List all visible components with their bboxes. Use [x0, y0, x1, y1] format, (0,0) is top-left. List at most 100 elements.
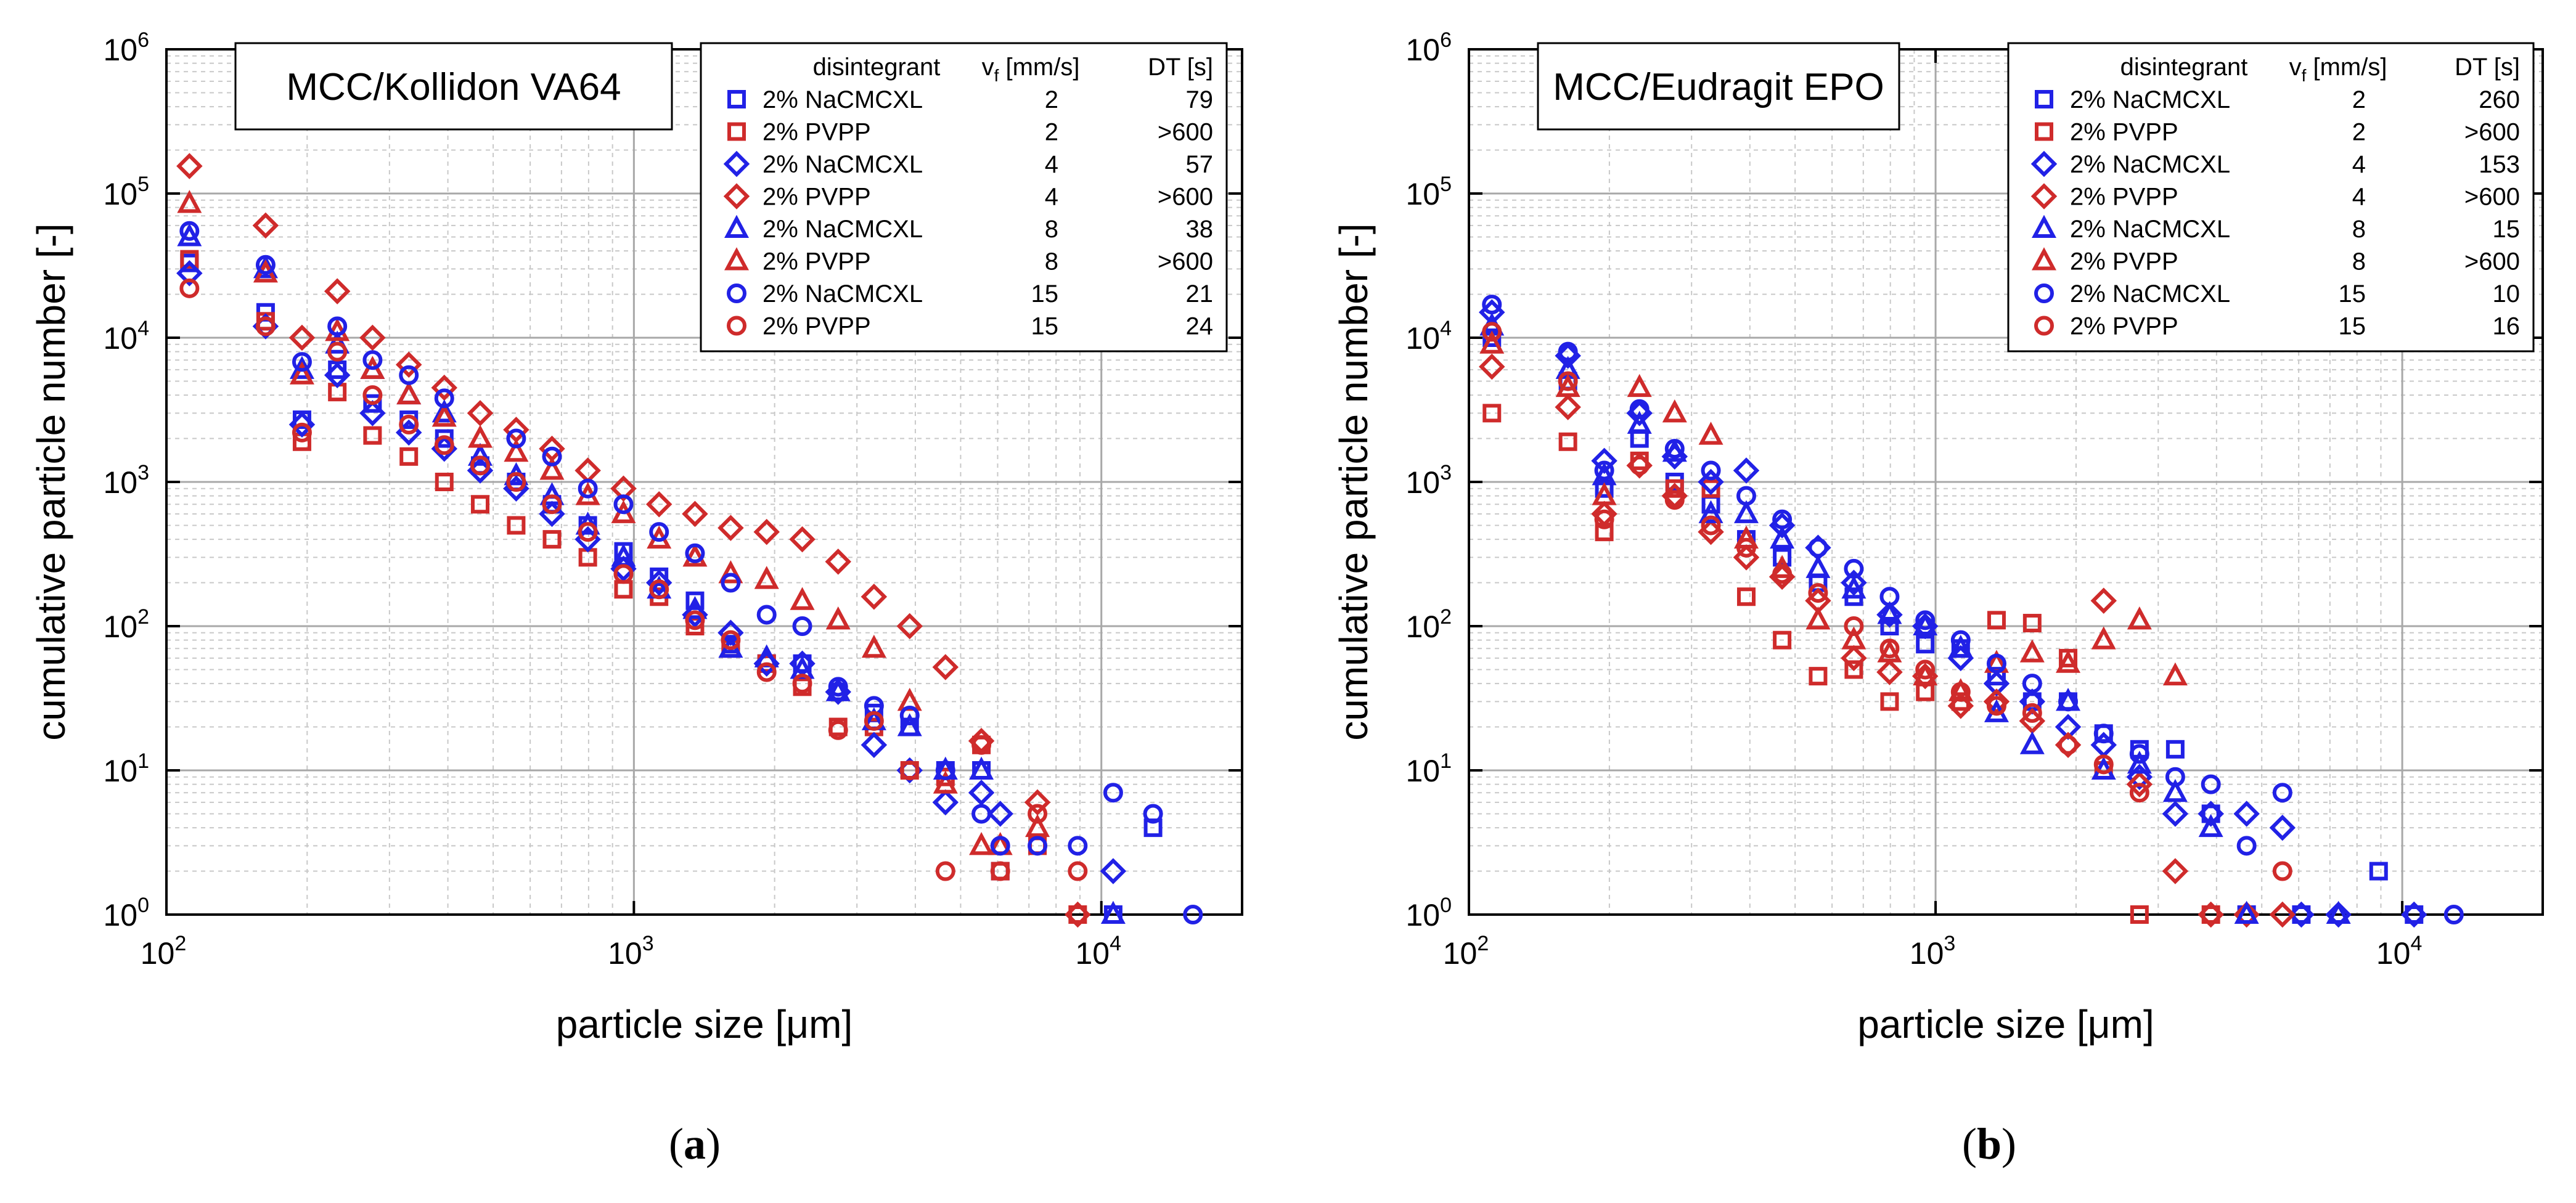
chart-a-series-7-point-21 [971, 735, 992, 755]
chart-b-series-5-point-14 [2019, 639, 2045, 663]
chart-b-title: MCC/Eudragit EPO [1553, 66, 1884, 108]
chart-a-series-6-point-22 [990, 836, 1010, 856]
chart-a-series-3-point-5 [395, 351, 422, 378]
chart-b-xtick-label-2: 102 [1443, 932, 1489, 971]
chart-b-series-1-point-17 [2130, 905, 2149, 924]
chart-a-series-7-point-7 [470, 455, 490, 476]
chart-a-series-3-point-20 [932, 654, 959, 680]
chart-a-series-5-point-0 [177, 190, 202, 213]
chart-a-series-7-point-6 [434, 435, 454, 455]
chart-a: 100 101 102 103 104 105 106 102 103 104 particle s… [29, 28, 1243, 1046]
chart-b-ytick-label-4: 104 [1405, 317, 1452, 356]
chart-a-legend-marker-6 [727, 283, 746, 303]
chart-b-series-4-point-21 [2326, 900, 2351, 924]
chart-a-series-3-point-22 [1024, 789, 1051, 816]
chart-b-xtick-label-3: 103 [1910, 932, 1956, 971]
chart-b-legend-row-6-vf: 15 [2339, 280, 2366, 308]
chart-b-series-6-point-10 [1879, 587, 1900, 607]
chart-a-legend-box [700, 42, 1228, 353]
chart-b-series-4-point-3 [1627, 410, 1652, 434]
chart-b-series-5-point-16 [2091, 626, 2116, 650]
chart-b-series-5-point-18 [2162, 662, 2188, 686]
chart-a-legend-row-4-disintegrant: 2% NaCMCXL [763, 216, 923, 243]
chart-a-series-0-point-4 [363, 394, 382, 413]
chart-b-series-6-point-17 [2129, 744, 2149, 764]
chart-b-series-7-point-15 [2058, 735, 2079, 755]
chart-b-series-5-point-2 [1592, 482, 1617, 505]
chart-a-legend-marker-5 [724, 247, 750, 271]
chart-b-series-0-point-22 [2369, 862, 2388, 881]
chart-a-series-5-point-2 [289, 361, 314, 385]
chart-b-series-6-point-15 [2058, 691, 2079, 712]
chart-b-series-7-point-5 [1701, 515, 1721, 536]
chart-b-series-6-point-22 [2404, 905, 2424, 924]
chart-b-legend-row-1-vf: 2 [2352, 119, 2366, 146]
chart-a-series-5-point-16 [790, 587, 815, 610]
chart-b-series-7-point-12 [1950, 682, 1971, 702]
chart-b-legend-row-2-dt: 153 [2479, 151, 2520, 178]
chart-b-series-6-point-0 [1482, 295, 1502, 315]
chart-b-ytick-label-5: 105 [1405, 173, 1452, 211]
chart-b-legend-marker-2 [2030, 150, 2058, 177]
chart-a-series-2-point-0 [176, 260, 203, 287]
chart-a-series-7-point-11 [613, 564, 634, 584]
chart-a-series-7-point-1 [255, 316, 276, 336]
chart-b-series-3-point-17 [2126, 771, 2153, 797]
chart-b-series-6-point-21 [2272, 783, 2292, 803]
chart-b-legend-row-2-disintegrant: 2% NaCMCXL [2070, 151, 2230, 178]
chart-b-series-5-point-8 [1805, 606, 1831, 630]
chart-a-series-4-point-22 [1100, 900, 1126, 924]
chart-a-series-6-point-0 [179, 221, 200, 241]
chart-a-series-6-point-15 [756, 605, 777, 625]
chart-a-series-6-point-26 [1143, 804, 1163, 824]
chart-a-legend-row-7-disintegrant: 2% PVPP [763, 313, 871, 340]
chart-b-series-4-point-9 [1841, 575, 1867, 599]
chart-a-series-3-point-15 [753, 518, 780, 545]
chart-a-series-3-point-18 [861, 583, 888, 610]
chart-a-title-box [234, 42, 673, 131]
chart-b-series-7-point-1 [1558, 371, 1578, 391]
chart-a-ytick-label-5: 105 [103, 173, 149, 211]
chart-b-series-3-point-20 [2233, 901, 2260, 928]
chart-b-legend-row-4-dt: 15 [2493, 216, 2521, 243]
chart-b-series-2-point-5 [1698, 468, 1724, 495]
chart-a-series-5-point-23 [1025, 814, 1050, 838]
chart-a-legend-row-4-dt: 38 [1186, 216, 1214, 243]
chart-b-series-7-point-4 [1664, 490, 1685, 510]
chart-a-series-5-point-13 [682, 544, 708, 567]
chart-a-legend-row-5-disintegrant: 2% PVPP [763, 248, 871, 275]
chart-a-legend-row-1-vf: 2 [1045, 119, 1058, 146]
chart-b-series-7 [1482, 322, 2292, 881]
chart-b-legend-row-0-dt: 260 [2479, 86, 2520, 113]
chart-b-series-3-point-16 [2090, 587, 2117, 614]
chart-a-legend-row-0-dt: 79 [1186, 86, 1214, 113]
chart-a-series-3-point-14 [718, 515, 744, 541]
chart-b-legend-marker-7 [2034, 316, 2054, 336]
chart-b-legend-marker-4 [2031, 214, 2057, 238]
chart-b-series-4-point-20 [2234, 900, 2259, 924]
chart-b-series-7-point-16 [2093, 754, 2114, 775]
chart-b-legend-row-4-disintegrant: 2% NaCMCXL [2070, 216, 2230, 243]
chart-b-legend-marker-3 [2030, 183, 2058, 210]
chart-b-legend-header-disintegrant: disintegrant [2120, 54, 2248, 81]
chart-a-series-5 [177, 190, 1050, 855]
chart-a-y-axis-label: cumulative particle number [-] [29, 223, 73, 740]
chart-a-series-1-point-7 [470, 495, 489, 514]
chart-b-legend-row-2-vf: 4 [2352, 151, 2366, 178]
chart-b-legend-row-4-vf: 8 [2352, 216, 2366, 243]
chart-a-series-5-point-21 [969, 832, 994, 855]
chart-a-series-2-point-18 [861, 732, 888, 759]
chart-a-ytick-label-1: 101 [103, 749, 149, 788]
chart-a-ytick-label-4: 104 [103, 317, 149, 356]
chart-b-series-3-point-1 [1555, 394, 1581, 420]
chart-a-series-1-point-5 [399, 447, 419, 466]
chart-a-legend-row-7-vf: 15 [1031, 313, 1059, 340]
chart-b-series-0-point-13 [1987, 667, 2006, 686]
chart-b-series-3-point-10 [1876, 659, 1903, 685]
chart-a-series-6-point-25 [1103, 783, 1123, 803]
chart-b-series-5-point-5 [1698, 422, 1723, 445]
chart-a-series-7-point-8 [506, 472, 526, 492]
chart-a-legend-marker-1 [727, 122, 746, 141]
chart-b-series-5-point-6 [1733, 525, 1759, 549]
chart-b-legend-marker-1 [2035, 122, 2053, 141]
